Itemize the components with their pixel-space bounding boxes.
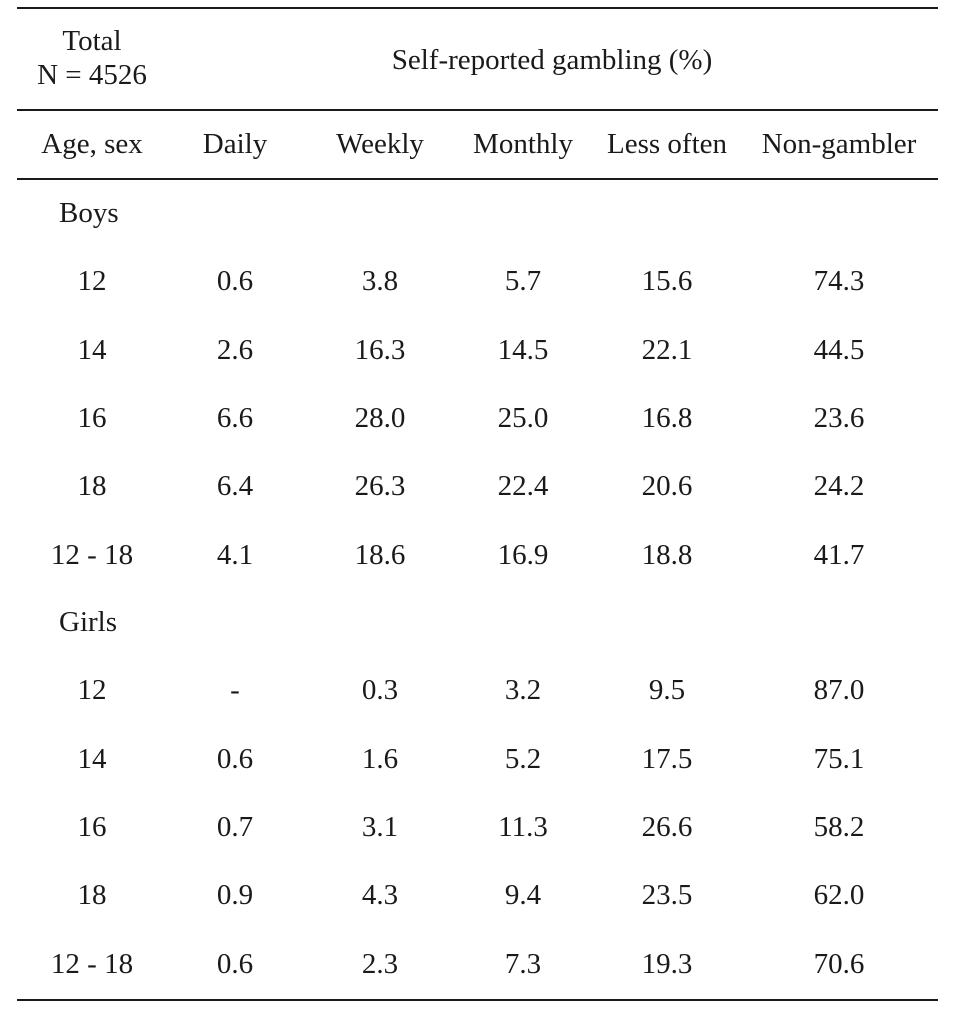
table-cell-weekly: 0.3	[361, 674, 399, 706]
table-bottom-rule	[17, 999, 938, 1001]
column-header-less-often: Less often	[607, 128, 727, 160]
table-cell-less-often: 15.6	[641, 265, 693, 297]
table-cell-weekly: 3.8	[361, 265, 399, 297]
total-count: N = 4526	[37, 59, 147, 91]
table-cell-age-sex: 18	[77, 470, 107, 502]
table-cell-non-gambler: 75.1	[813, 743, 865, 775]
header-divider-rule	[17, 109, 938, 111]
table-cell-weekly: 16.3	[354, 334, 406, 366]
table-cell-monthly: 25.0	[497, 402, 549, 434]
column-header-daily: Daily	[202, 128, 268, 160]
table-cell-age-sex: 18	[77, 879, 107, 911]
table-cell-age-sex: 14	[77, 743, 107, 775]
table-top-rule	[17, 7, 938, 9]
table-cell-monthly: 16.9	[497, 539, 549, 571]
table-cell-monthly: 5.7	[504, 265, 542, 297]
table-cell-daily: 4.1	[216, 539, 254, 571]
column-header-non-gambler: Non-gambler	[761, 128, 917, 160]
table-cell-non-gambler: 23.6	[813, 402, 865, 434]
table-cell-daily: 6.6	[216, 402, 254, 434]
table-cell-weekly: 26.3	[354, 470, 406, 502]
table-cell-weekly: 2.3	[361, 948, 399, 980]
table-cell-less-often: 16.8	[641, 402, 693, 434]
table-cell-age-sex: 12	[77, 674, 107, 706]
column-header-age-sex: Age, sex	[41, 128, 143, 160]
table-cell-age-sex: 16	[77, 402, 107, 434]
table-cell-non-gambler: 44.5	[813, 334, 865, 366]
table-cell-non-gambler: 62.0	[813, 879, 865, 911]
table-cell-weekly: 3.1	[361, 811, 399, 843]
table-cell-age-sex: 12 - 18	[50, 948, 134, 980]
group-label-girls: Girls	[59, 606, 117, 638]
table-cell-non-gambler: 87.0	[813, 674, 865, 706]
table-cell-age-sex: 14	[77, 334, 107, 366]
table-cell-monthly: 11.3	[498, 811, 548, 843]
table-cell-less-often: 26.6	[641, 811, 693, 843]
table-cell-daily: 0.6	[216, 948, 254, 980]
table-cell-less-often: 20.6	[641, 470, 693, 502]
table-cell-daily: 0.6	[216, 265, 254, 297]
table-cell-age-sex: 16	[77, 811, 107, 843]
table-cell-less-often: 22.1	[641, 334, 693, 366]
table-cell-monthly: 14.5	[497, 334, 549, 366]
group-label-boys: Boys	[59, 197, 119, 229]
table-cell-monthly: 9.4	[504, 879, 542, 911]
table-cell-monthly: 7.3	[504, 948, 542, 980]
table-cell-daily: -	[230, 674, 240, 706]
table-cell-non-gambler: 41.7	[813, 539, 865, 571]
table-cell-weekly: 1.6	[361, 743, 399, 775]
table-cell-non-gambler: 70.6	[813, 948, 865, 980]
table-cell-less-often: 9.5	[648, 674, 686, 706]
total-header: Total N = 4526	[37, 24, 147, 92]
table-cell-weekly: 18.6	[354, 539, 406, 571]
table-cell-less-often: 23.5	[641, 879, 693, 911]
table-cell-less-often: 17.5	[641, 743, 693, 775]
table-cell-age-sex: 12 - 18	[50, 539, 134, 571]
table-cell-weekly: 28.0	[354, 402, 406, 434]
table-cell-weekly: 4.3	[361, 879, 399, 911]
table-cell-daily: 0.9	[216, 879, 254, 911]
total-label: Total	[62, 25, 122, 57]
table-cell-less-often: 18.8	[641, 539, 693, 571]
body-divider-rule	[17, 178, 938, 180]
table-cell-monthly: 3.2	[504, 674, 542, 706]
table-cell-non-gambler: 58.2	[813, 811, 865, 843]
table-cell-less-often: 19.3	[641, 948, 693, 980]
table-cell-age-sex: 12	[77, 265, 107, 297]
table-cell-daily: 0.7	[216, 811, 254, 843]
table-cell-daily: 6.4	[216, 470, 254, 502]
table-cell-daily: 0.6	[216, 743, 254, 775]
column-header-monthly: Monthly	[473, 128, 573, 160]
spanner-header: Self-reported gambling (%)	[391, 44, 713, 76]
table-cell-monthly: 22.4	[497, 470, 549, 502]
column-header-weekly: Weekly	[336, 128, 424, 160]
table-cell-non-gambler: 24.2	[813, 470, 865, 502]
table-cell-non-gambler: 74.3	[813, 265, 865, 297]
table-cell-daily: 2.6	[216, 334, 254, 366]
table-cell-monthly: 5.2	[504, 743, 542, 775]
